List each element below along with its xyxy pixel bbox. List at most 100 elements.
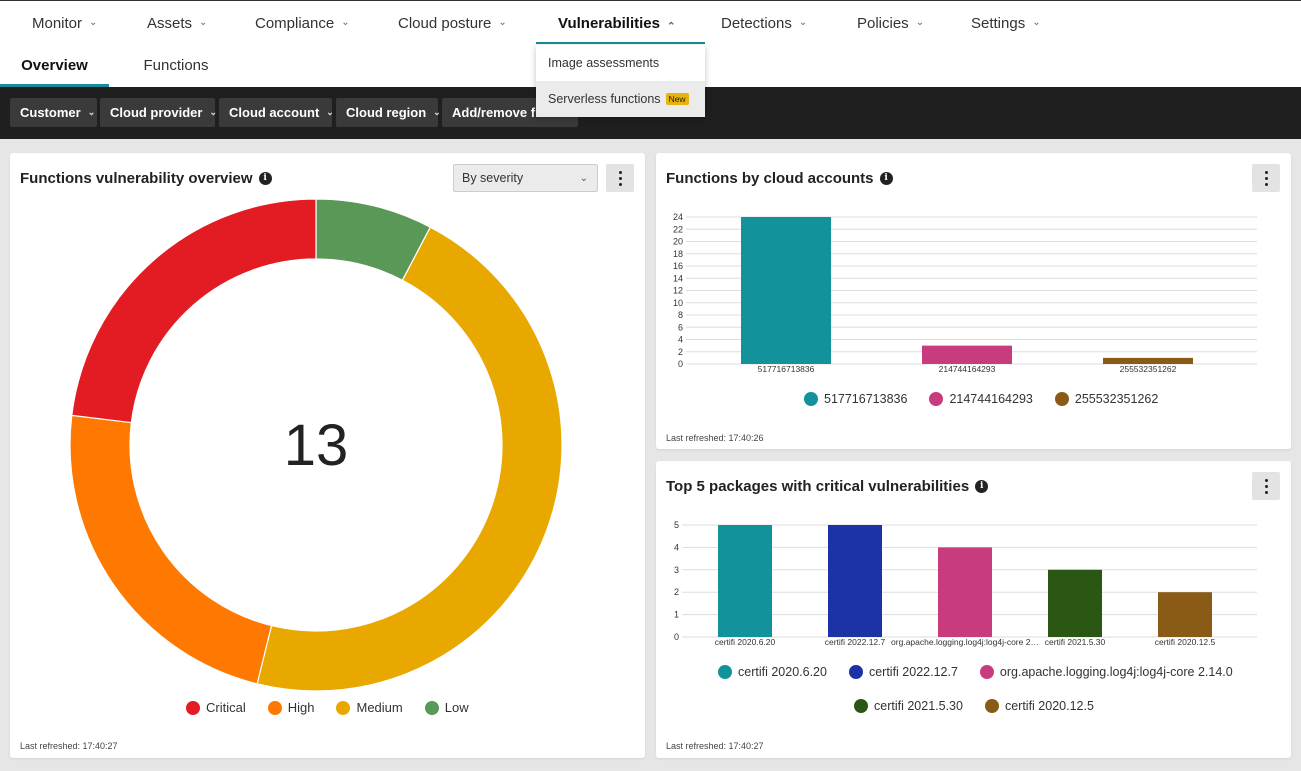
y-tick-label: 8	[678, 310, 683, 320]
nav-detections[interactable]: Detections ⌄	[721, 1, 807, 45]
bar-certifi-2022-12-7[interactable]	[828, 525, 882, 637]
menu-item-image-assessments[interactable]: Image assessments	[536, 45, 705, 81]
filter-cloud-account[interactable]: Cloud account ⌄	[219, 98, 334, 127]
legend-item-certifi-2022-12-7[interactable]: certifi 2022.12.7	[848, 665, 958, 679]
bar-214744164293[interactable]	[922, 345, 1012, 364]
tab-overview[interactable]: Overview	[0, 44, 109, 87]
info-icon[interactable]: i	[879, 172, 893, 185]
y-tick-label: 10	[673, 298, 683, 308]
more-options-icon[interactable]	[1252, 472, 1280, 500]
y-tick-label: 2	[678, 347, 683, 357]
y-tick-label: 6	[678, 322, 683, 332]
legend-item-high[interactable]: High	[267, 700, 315, 715]
donut-slice-high[interactable]	[69, 414, 273, 685]
legend-item-low[interactable]: Low	[424, 700, 469, 715]
legend-item-517716713836[interactable]: 517716713836	[804, 392, 907, 406]
filter-cloud-region[interactable]: Cloud region ⌄	[336, 98, 441, 127]
bar-certifi-2020-6-20[interactable]	[718, 525, 772, 637]
x-tick-label: 255532351262	[1120, 364, 1177, 374]
info-icon[interactable]: i	[258, 172, 272, 185]
donut-slice-medium[interactable]	[256, 226, 563, 692]
top-packages-critical-card: Top 5 packages with critical vulnerabili…	[656, 461, 1291, 758]
legend-label: Critical	[206, 700, 246, 715]
x-tick-label: 517716713836	[758, 364, 815, 374]
last-refreshed: Last refreshed: 17:40:27	[20, 741, 118, 751]
legend-swatch	[1054, 392, 1069, 406]
chevron-down-icon: ⌄	[579, 172, 588, 184]
packages-legend-row-2: certifi 2021.5.30 certifi 2020.12.5	[854, 699, 1116, 713]
legend-swatch	[804, 392, 818, 406]
x-tick-label: certifi 2022.12.7	[825, 637, 886, 647]
packages-bar-chart: 0 1 2 3 4 5 certifi 2020.6.20 certifi 2022.12.7…	[674, 520, 1257, 647]
chevron-down-icon: ⌄	[89, 16, 98, 28]
vulnerabilities-menu: Image assessments Serverless functions Ne…	[536, 45, 705, 117]
menu-item-serverless-functions[interactable]: Serverless functions New	[536, 81, 705, 117]
legend-item-certifi-2020-12-5[interactable]: certifi 2020.12.5	[984, 699, 1094, 713]
nav-compliance[interactable]: Compliance ⌄	[255, 1, 350, 45]
functions-vulnerability-overview-card: Functions vulnerability overview i By sev…	[10, 153, 645, 758]
legend-swatch	[718, 665, 732, 679]
legend-item-255532351262[interactable]: 255532351262	[1054, 392, 1158, 406]
legend-item-certifi-2021-5-30[interactable]: certifi 2021.5.30	[854, 699, 963, 713]
legend-item-certifi-2020-6-20[interactable]: certifi 2020.6.20	[718, 665, 827, 679]
info-icon[interactable]: i	[975, 480, 989, 493]
legend-swatch	[267, 700, 282, 715]
y-tick-label: 12	[673, 286, 683, 296]
chevron-up-icon: ⌄	[666, 18, 676, 30]
nav-assets[interactable]: Assets ⌄	[147, 1, 207, 45]
legend-swatch	[984, 699, 999, 713]
chevron-down-icon: ⌄	[326, 107, 334, 117]
menu-item-label: Serverless functions	[548, 92, 661, 106]
donut-center-total: 13	[284, 413, 349, 478]
y-tick-label: 4	[674, 542, 679, 552]
legend-item-org-apache-logging-log4j-log4j-core-2-14-0[interactable]: org.apache.logging.log4j:log4j-core 2.14…	[979, 665, 1233, 679]
legend-item-medium[interactable]: Medium	[336, 700, 403, 715]
filter-customer[interactable]: Customer ⌄	[10, 98, 97, 127]
y-tick-label: 0	[678, 359, 683, 369]
x-tick-label: 214744164293	[939, 364, 996, 374]
chevron-down-icon: ⌄	[798, 16, 808, 28]
y-tick-label: 20	[673, 237, 683, 247]
legend-label: certifi 2020.12.5	[1004, 699, 1094, 713]
card-title: Top 5 packages with critical vulnerabili…	[666, 478, 989, 495]
severity-select[interactable]: By severity ⌄	[453, 164, 598, 192]
accounts-legend: 517716713836 214744164293 255532351262	[804, 392, 1180, 406]
x-tick-label: certifi 2020.12.5	[1155, 637, 1216, 647]
legend-label: org.apache.logging.log4j:log4j-core 2.14…	[999, 665, 1233, 679]
more-options-icon[interactable]	[606, 164, 634, 192]
bar-255532351262[interactable]	[1103, 357, 1193, 364]
more-options-icon[interactable]	[1252, 164, 1280, 192]
legend-swatch	[424, 700, 439, 715]
y-tick-label: 5	[674, 520, 679, 530]
legend-item-214744164293[interactable]: 214744164293	[929, 392, 1033, 406]
nav-cloud-posture[interactable]: Cloud posture ⌄	[398, 1, 507, 45]
bar-org-apache-logging-log4j-log4j-core-2-14-0[interactable]	[938, 547, 992, 637]
legend-label: certifi 2022.12.7	[868, 665, 958, 679]
bar-517716713836[interactable]	[741, 217, 831, 364]
nav-settings[interactable]: Settings ⌄	[971, 1, 1041, 45]
bar-certifi-2020-12-5[interactable]	[1158, 592, 1212, 637]
chevron-down-icon: ⌄	[1032, 16, 1041, 28]
y-tick-label: 22	[673, 224, 683, 234]
filter-cloud-provider[interactable]: Cloud provider ⌄	[100, 98, 217, 127]
filter-label: Cloud region	[346, 105, 427, 120]
donut-slice-critical[interactable]	[71, 198, 317, 424]
chevron-down-icon: ⌄	[199, 16, 208, 28]
nav-label: Policies	[857, 14, 909, 32]
top-nav: Monitor ⌄ Assets ⌄ Compliance ⌄ Cloud postu…	[0, 0, 1301, 45]
tab-functions[interactable]: Functions	[143, 57, 209, 74]
nav-policies[interactable]: Policies ⌄	[857, 1, 924, 45]
donut-chart: 13	[69, 198, 563, 692]
nav-label: Compliance	[255, 14, 335, 32]
nav-monitor[interactable]: Monitor ⌄	[32, 1, 97, 45]
legend-swatch	[854, 699, 868, 713]
legend-label: High	[287, 700, 315, 715]
nav-vulnerabilities[interactable]: Vulnerabilities ⌄	[535, 1, 706, 45]
legend-swatch	[336, 700, 351, 715]
bar-certifi-2021-5-30[interactable]	[1048, 569, 1102, 637]
legend-item-critical[interactable]: Critical	[186, 700, 246, 715]
last-refreshed: Last refreshed: 17:40:26	[666, 433, 764, 443]
chevron-down-icon: ⌄	[209, 107, 217, 117]
y-tick-label: 24	[673, 212, 683, 222]
